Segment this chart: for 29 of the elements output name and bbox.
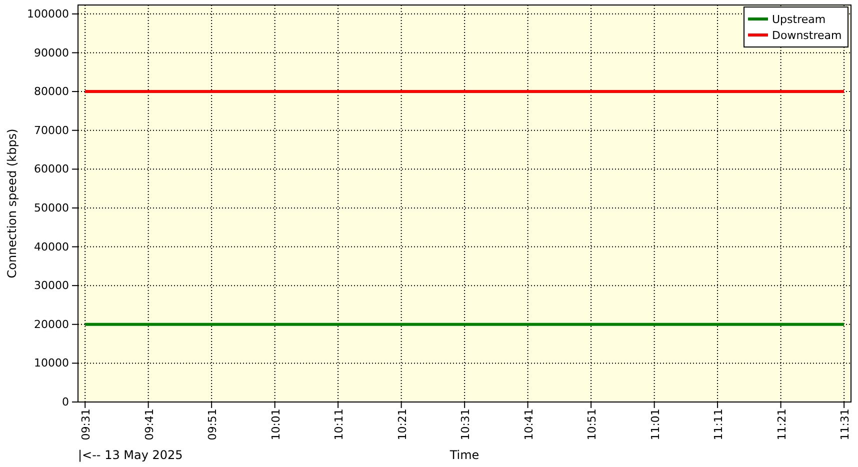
x-tick-label: 10:31 bbox=[459, 408, 472, 440]
x-tick-label: 10:11 bbox=[332, 408, 346, 440]
x-tick-label: 10:21 bbox=[396, 408, 409, 440]
y-tick-label: 20000 bbox=[34, 318, 69, 331]
text: |<-- 13 May 2025 bbox=[78, 448, 183, 462]
legend-label: Downstream bbox=[772, 29, 842, 42]
x-tick-label: 11:31 bbox=[838, 408, 852, 440]
y-tick-label: 80000 bbox=[34, 85, 69, 98]
x-tick-label: 09:41 bbox=[142, 408, 156, 440]
x-tick-label: 09:51 bbox=[206, 408, 220, 440]
y-tick-label: 10000 bbox=[34, 356, 69, 370]
x-tick-label: 11:11 bbox=[712, 408, 726, 440]
x-tick-label: 11:21 bbox=[775, 408, 788, 440]
y-tick-label: 0 bbox=[62, 396, 69, 409]
x-axis-title: Time bbox=[448, 448, 480, 462]
y-axis-title: Connection speed (kbps) bbox=[5, 128, 19, 278]
x-tick-label: 11:01 bbox=[648, 408, 662, 440]
y-tick-label: 60000 bbox=[34, 162, 69, 176]
y-tick-label: 100000 bbox=[27, 7, 69, 20]
x-tick-label: 10:41 bbox=[522, 408, 536, 440]
y-tick-label: 40000 bbox=[34, 240, 69, 254]
x-tick-label: 10:01 bbox=[269, 408, 282, 440]
y-tick-label: 50000 bbox=[34, 201, 69, 214]
y-tick-label: 30000 bbox=[34, 279, 69, 292]
x-tick-label: 10:51 bbox=[586, 408, 599, 440]
legend-label: Upstream bbox=[772, 13, 826, 26]
x-tick-label: 09:31 bbox=[80, 408, 93, 440]
y-tick-label: 90000 bbox=[34, 46, 69, 60]
y-tick-label: 70000 bbox=[34, 124, 69, 137]
